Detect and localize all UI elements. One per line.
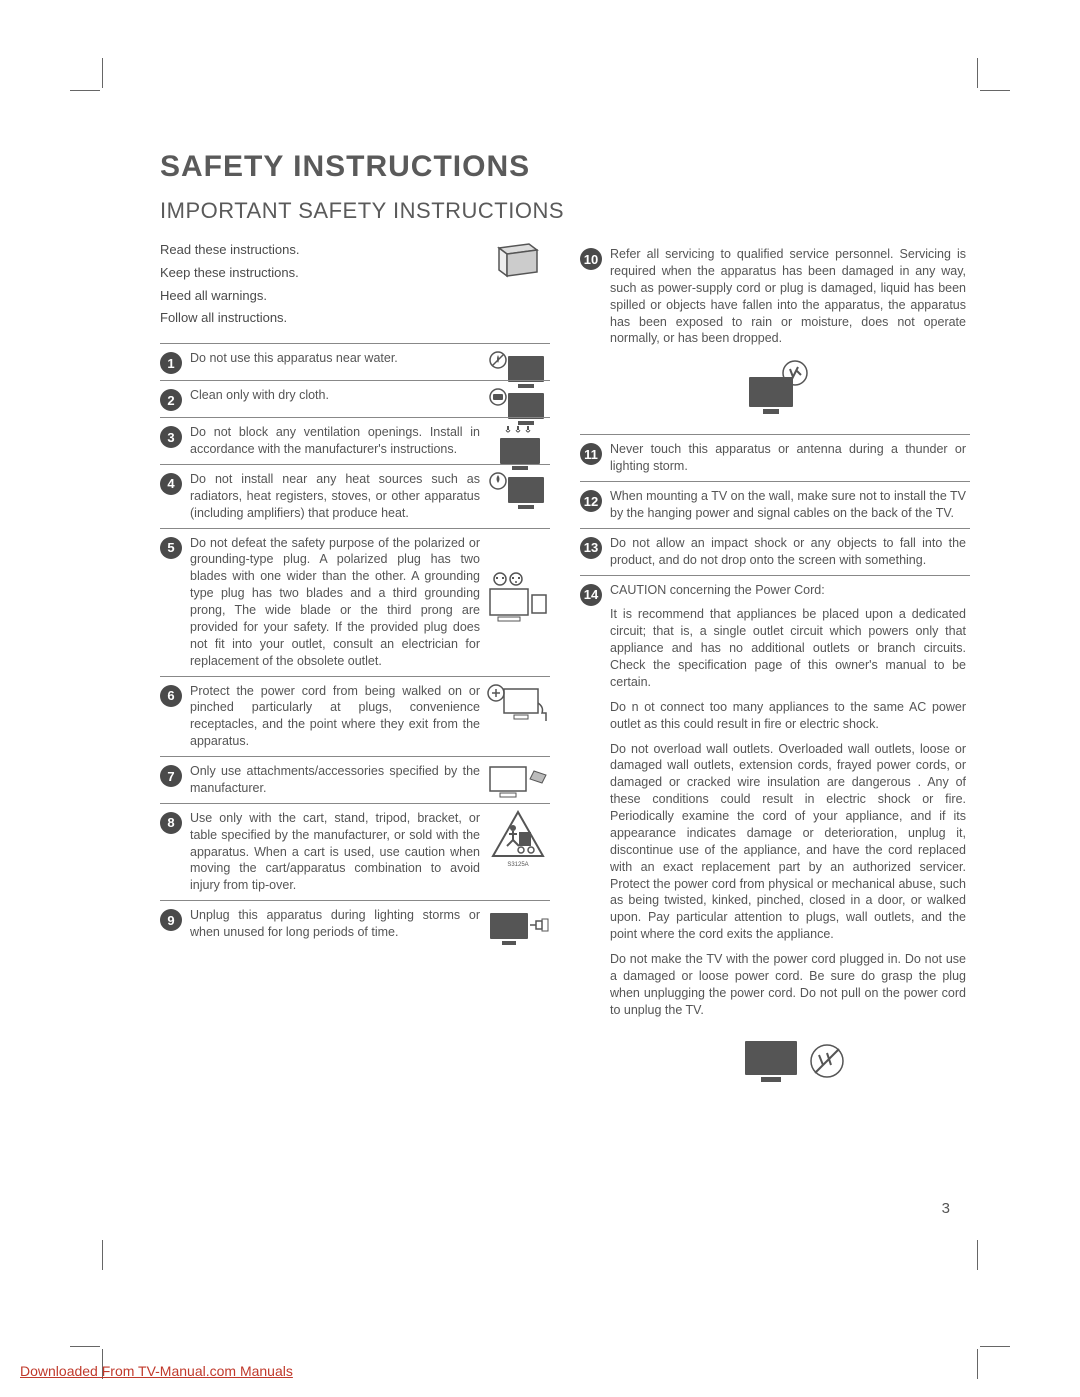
instruction-item: 14 CAUTION concerning the Power Cord: It… xyxy=(580,575,970,1025)
instruction-item: 13 Do not allow an impact shock or any o… xyxy=(580,528,970,575)
tv-cord-warning-icon xyxy=(580,1035,970,1092)
item-number: 11 xyxy=(580,443,602,465)
item-text: When mounting a TV on the wall, make sur… xyxy=(610,488,970,522)
instruction-item: 11 Never touch this apparatus or antenna… xyxy=(580,434,970,481)
item-paragraph: Do not make the TV with the power cord p… xyxy=(610,951,966,1019)
item-number: 13 xyxy=(580,537,602,559)
intro-block: Read these instructions. Keep these inst… xyxy=(160,240,550,329)
item-number: 7 xyxy=(160,765,182,787)
crop-mark xyxy=(70,1346,100,1347)
item-text: Never touch this apparatus or antenna du… xyxy=(610,441,970,475)
crop-mark xyxy=(980,1346,1010,1347)
item-text: Refer all servicing to qualified service… xyxy=(610,246,970,347)
intro-line: Follow all instructions. xyxy=(160,308,450,329)
crop-mark xyxy=(102,58,103,88)
tv-unplug-icon xyxy=(486,907,550,951)
item-number: 5 xyxy=(160,537,182,559)
left-column: Read these instructions. Keep these inst… xyxy=(160,240,550,1092)
crop-mark xyxy=(102,1240,103,1270)
item-text: Do not allow an impact shock or any obje… xyxy=(610,535,970,569)
instruction-item: 1 Do not use this apparatus near water. xyxy=(160,343,550,380)
intro-line: Heed all warnings. xyxy=(160,286,450,307)
item-heading: CAUTION concerning the Power Cord: xyxy=(610,583,825,597)
manual-page: SAFETY INSTRUCTIONS IMPORTANT SAFETY INS… xyxy=(0,0,1080,1132)
tv-service-icon xyxy=(580,359,970,424)
item-number: 2 xyxy=(160,389,182,411)
crop-mark xyxy=(70,90,100,91)
tv-accessory-icon xyxy=(486,763,550,803)
plug-outlet-icon xyxy=(486,569,550,629)
instruction-item: 5 Do not defeat the safety purpose of th… xyxy=(160,528,550,676)
intro-line: Read these instructions. xyxy=(160,240,450,261)
crop-mark xyxy=(977,1240,978,1270)
page-title: SAFETY INSTRUCTIONS xyxy=(160,150,1010,184)
item-paragraph: Do n ot connect too many appliances to t… xyxy=(610,699,966,733)
instruction-item: 3 Do not block any ventilation openings.… xyxy=(160,417,550,464)
instruction-item: 4 Do not install near any heat sources s… xyxy=(160,464,550,528)
item-number: 6 xyxy=(160,685,182,707)
tv-cord-icon xyxy=(486,683,550,733)
item-number: 10 xyxy=(580,248,602,270)
item-number: 1 xyxy=(160,352,182,374)
crop-mark xyxy=(977,58,978,88)
item-paragraph: It is recommend that appliances be place… xyxy=(610,606,966,690)
instruction-item: 10 Refer all servicing to qualified serv… xyxy=(580,240,970,353)
instruction-item: 7 Only use attachments/accessories speci… xyxy=(160,756,550,803)
item-number: 4 xyxy=(160,473,182,495)
instruction-item: 2 Clean only with dry cloth. xyxy=(160,380,550,417)
instruction-item: 6 Protect the power cord from being walk… xyxy=(160,676,550,757)
footer-source-link[interactable]: Downloaded From TV-Manual.com Manuals xyxy=(20,1363,293,1379)
page-subtitle: IMPORTANT SAFETY INSTRUCTIONS xyxy=(160,198,1010,224)
cart-tipover-icon: S3125A xyxy=(486,810,550,872)
item-paragraph: Do not overload wall outlets. Overloaded… xyxy=(610,741,966,944)
instruction-item: 8 Use only with the cart, stand, tripod,… xyxy=(160,803,550,900)
item-number: 8 xyxy=(160,812,182,834)
page-number: 3 xyxy=(942,1200,950,1217)
item-number: 3 xyxy=(160,426,182,448)
instruction-item: 12 When mounting a TV on the wall, make … xyxy=(580,481,970,528)
instruction-item: 9 Unplug this apparatus during lighting … xyxy=(160,900,550,947)
crop-mark xyxy=(977,1349,978,1379)
content-columns: Read these instructions. Keep these inst… xyxy=(160,240,1010,1092)
item-text: CAUTION concerning the Power Cord: It is… xyxy=(610,582,970,1019)
item-number: 12 xyxy=(580,490,602,512)
item-number: 14 xyxy=(580,584,602,606)
tv-heat-icon xyxy=(486,471,550,515)
crop-mark xyxy=(980,90,1010,91)
item-number: 9 xyxy=(160,909,182,931)
svg-text:S3125A: S3125A xyxy=(507,862,528,868)
book-icon xyxy=(486,240,550,280)
intro-line: Keep these instructions. xyxy=(160,263,450,284)
right-column: 10 Refer all servicing to qualified serv… xyxy=(580,240,970,1092)
